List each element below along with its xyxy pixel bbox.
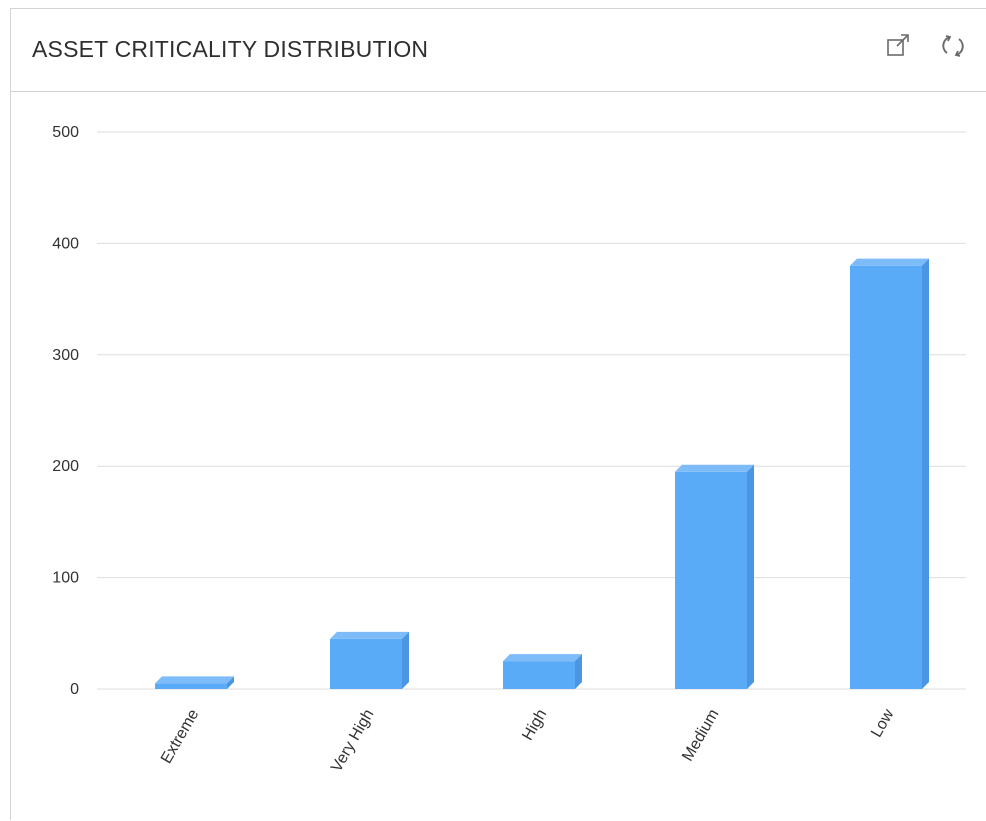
x-tick-label: Medium bbox=[679, 707, 722, 765]
x-tick-label: Low bbox=[868, 706, 898, 740]
bar-top bbox=[675, 464, 754, 472]
bar-top bbox=[155, 676, 234, 684]
bar bbox=[155, 676, 234, 689]
refresh-icon[interactable] bbox=[938, 31, 968, 61]
bar-side bbox=[402, 631, 409, 689]
x-tick-label: Very High bbox=[328, 707, 377, 776]
bar-side bbox=[575, 654, 582, 689]
y-tick-label: 400 bbox=[52, 235, 79, 252]
bar-front bbox=[675, 471, 747, 689]
y-tick-label: 300 bbox=[52, 347, 79, 364]
bar-front bbox=[155, 683, 227, 689]
y-tick-label: 100 bbox=[52, 570, 79, 587]
y-tick-label: 0 bbox=[70, 681, 79, 698]
bar-side bbox=[747, 464, 754, 689]
chart-area: 0 100 200 300 400 500 Extreme Very High High Medi… bbox=[11, 92, 986, 821]
bar-side bbox=[227, 676, 234, 689]
chart-panel: ASSET CRITICALITY DISTRIBUTION 0 100 200 30… bbox=[10, 8, 986, 820]
x-tick-label: High bbox=[519, 707, 550, 744]
y-tick-label: 500 bbox=[52, 124, 79, 141]
bar bbox=[850, 258, 929, 689]
bar-top bbox=[850, 258, 929, 266]
bar-front bbox=[503, 661, 575, 689]
bar-chart: 0 100 200 300 400 500 Extreme Very High High Medi… bbox=[52, 124, 966, 776]
bar bbox=[330, 631, 409, 689]
bar-front bbox=[330, 638, 402, 689]
x-tick-label: Extreme bbox=[158, 706, 203, 766]
bar-side bbox=[922, 258, 929, 689]
panel-header: ASSET CRITICALITY DISTRIBUTION bbox=[11, 9, 986, 92]
bar bbox=[503, 654, 582, 689]
panel-title: ASSET CRITICALITY DISTRIBUTION bbox=[32, 36, 429, 62]
bar-top bbox=[503, 654, 582, 662]
open-external-icon[interactable] bbox=[883, 31, 913, 61]
bar-front bbox=[850, 265, 922, 689]
y-tick-label: 200 bbox=[52, 458, 79, 475]
bar bbox=[675, 464, 754, 689]
bar-top bbox=[330, 631, 409, 639]
